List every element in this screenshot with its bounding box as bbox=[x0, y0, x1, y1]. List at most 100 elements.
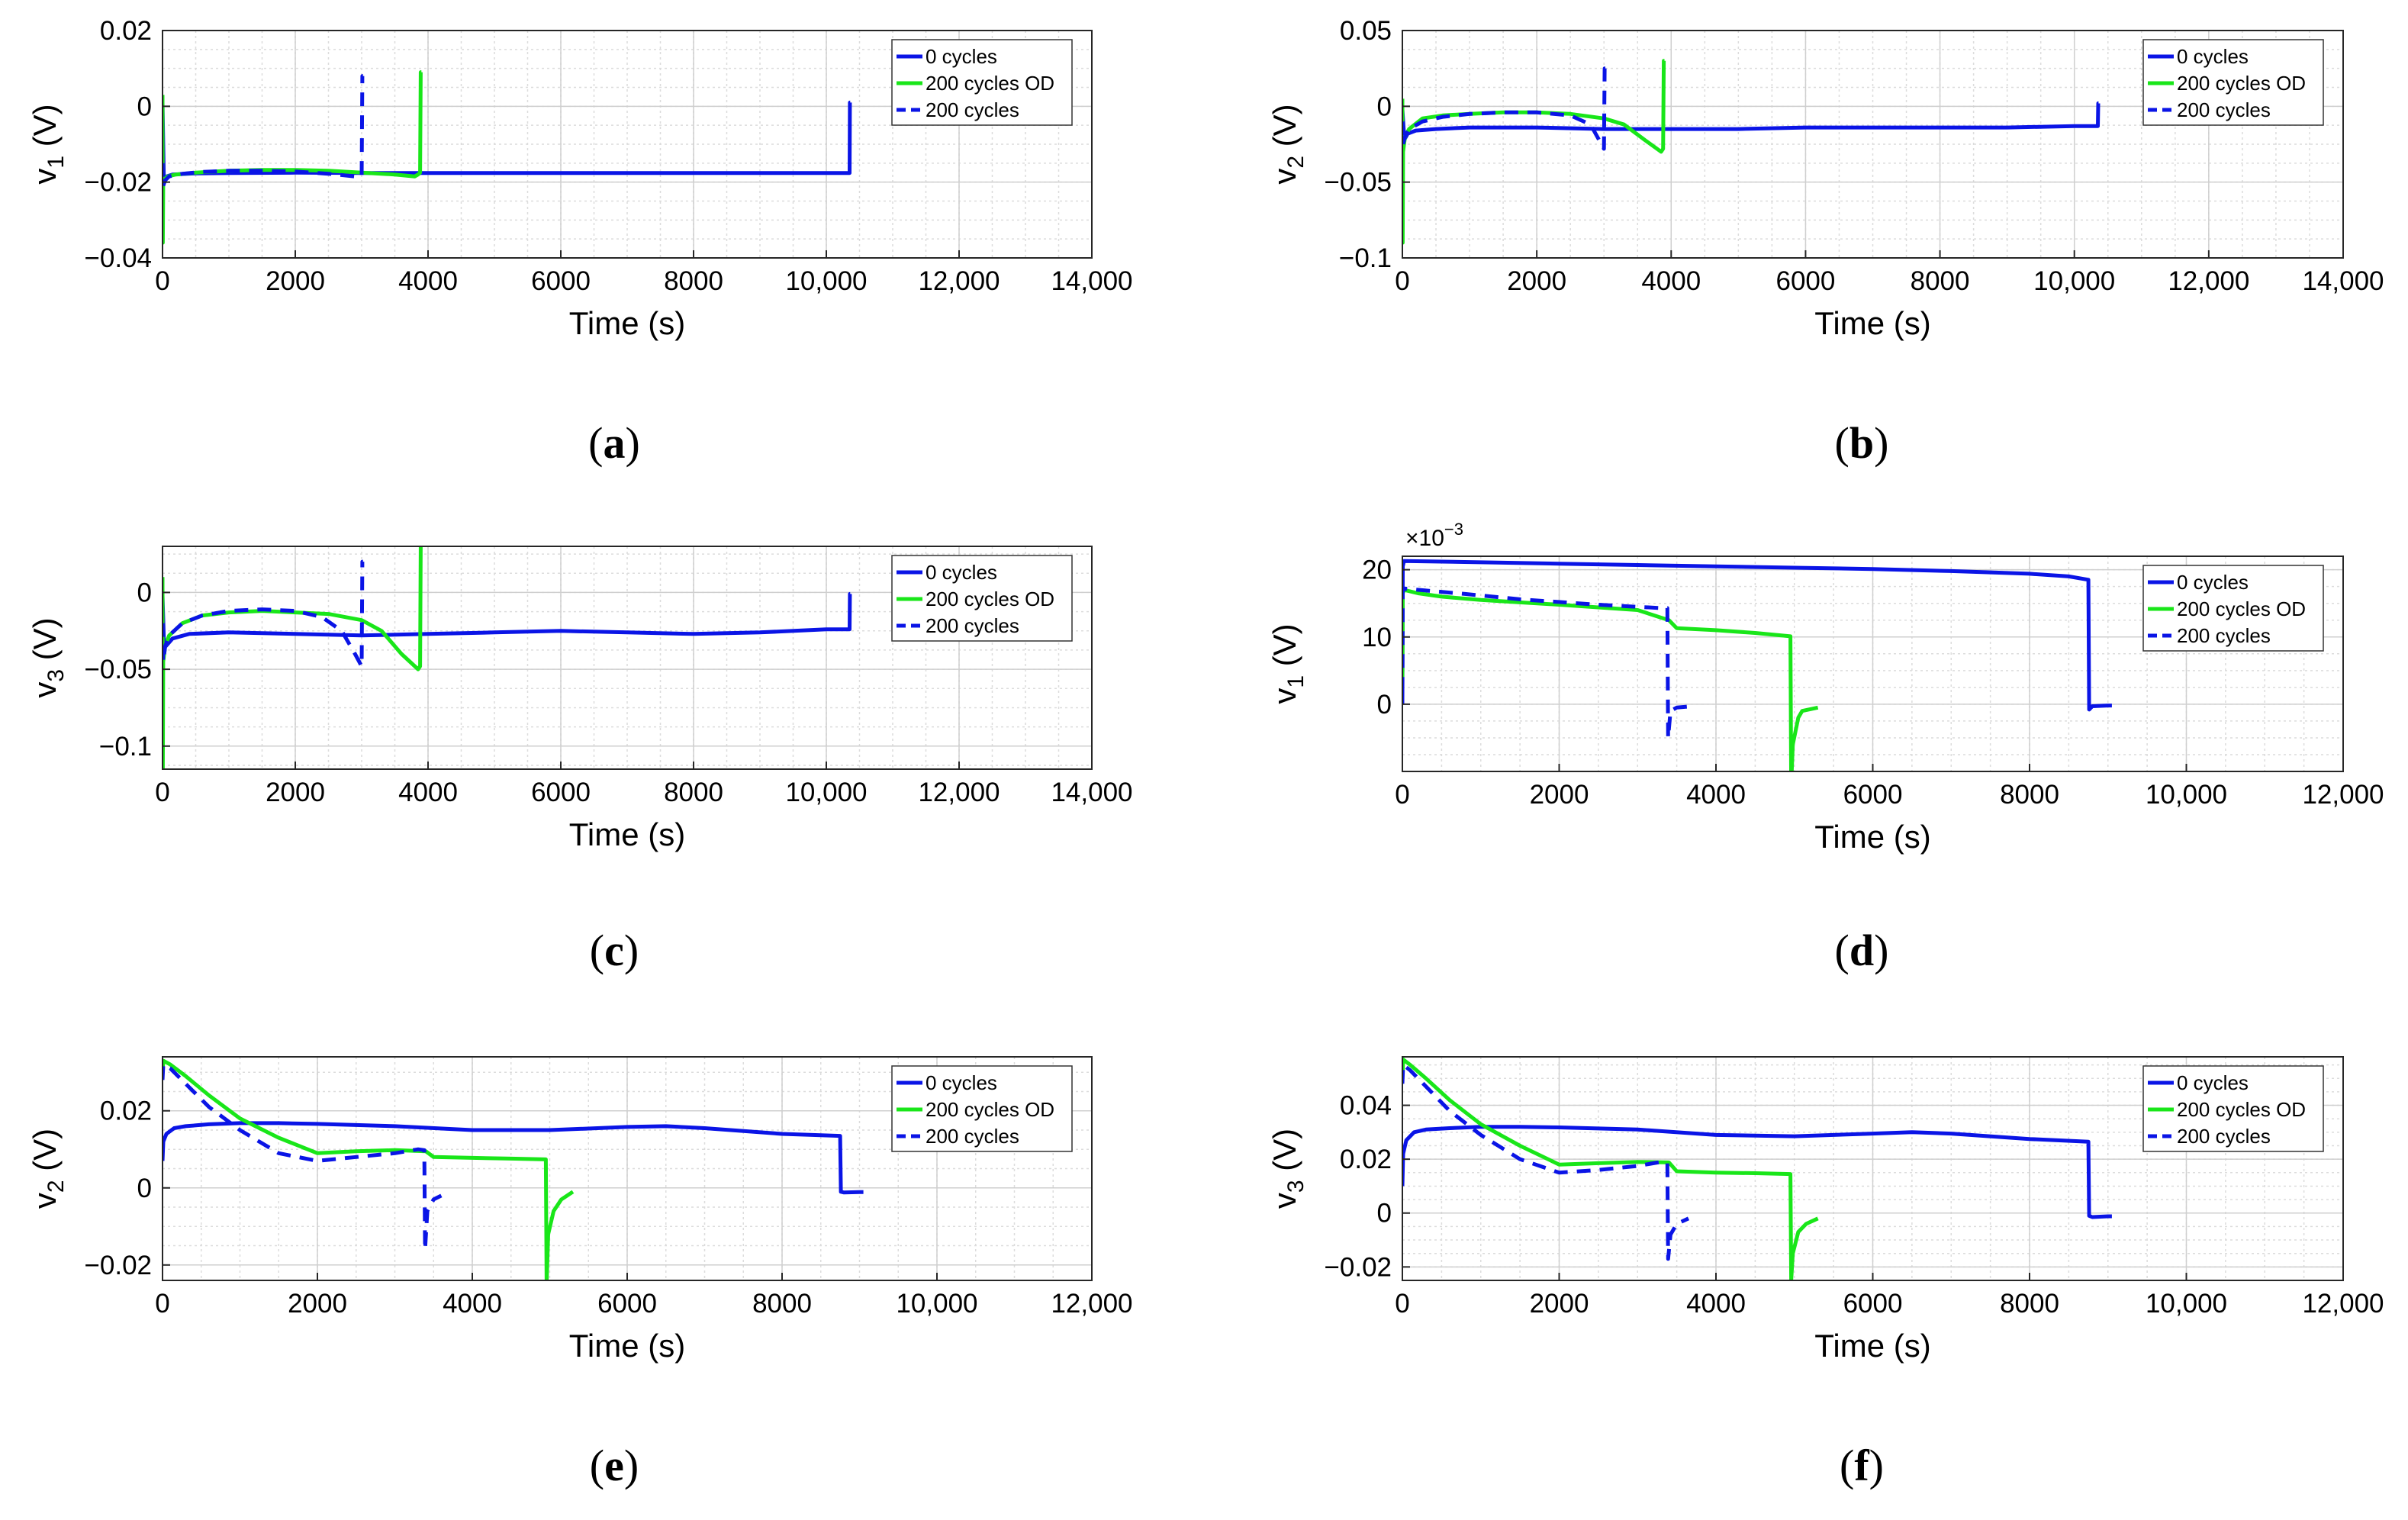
axes-box bbox=[162, 30, 1093, 259]
x-tick-label: 4000 bbox=[1641, 266, 1701, 296]
y-tick-label: 0.04 bbox=[1340, 1091, 1392, 1121]
x-tick-label: 12,000 bbox=[2302, 1289, 2384, 1319]
x-tick-label: 6000 bbox=[531, 266, 591, 296]
series-group bbox=[1402, 59, 2101, 245]
legend-entry: 200 cycles OD bbox=[926, 1098, 1054, 1121]
series-line-2 bbox=[1402, 588, 1819, 771]
panel-caption: (d) bbox=[1835, 926, 1889, 975]
x-axis-label: Time (s) bbox=[569, 1328, 685, 1364]
y-tick-label: −0.05 bbox=[1324, 168, 1392, 198]
legend-entry: 200 cycles bbox=[2177, 624, 2271, 647]
y-tick-label: −0.1 bbox=[1339, 243, 1392, 273]
legend-entry: 200 cycles OD bbox=[926, 588, 1054, 610]
x-tick-label: 10,000 bbox=[896, 1289, 977, 1319]
y-tick-label: 20 bbox=[1362, 556, 1392, 585]
y-axis-label: v2 (V) bbox=[1267, 104, 1309, 184]
x-tick-label: 10,000 bbox=[2146, 1289, 2227, 1319]
x-tick-label: 12,000 bbox=[2168, 266, 2249, 296]
panel-b: 0 2000 4000 6000 8000 10,000 12,000 14,000 −0.1 −… bbox=[1267, 16, 2384, 468]
series-line-1 bbox=[163, 591, 852, 649]
x-tick-label: 8000 bbox=[664, 266, 723, 296]
series-group bbox=[163, 1058, 864, 1280]
x-tick-label: 0 bbox=[1395, 1289, 1409, 1319]
y-tick-label: 0 bbox=[137, 92, 152, 121]
legend: 0 cycles 200 cycles OD 200 cycles bbox=[891, 555, 1073, 642]
y-tick-label: 0.05 bbox=[1340, 16, 1392, 46]
series-line-2 bbox=[163, 1058, 575, 1280]
x-tick-label: 6000 bbox=[531, 778, 591, 807]
legend-entry: 200 cycles bbox=[2177, 98, 2271, 121]
y-tick-label: 0 bbox=[1377, 92, 1392, 121]
x-tick-label: 4000 bbox=[1686, 780, 1746, 810]
panel-caption: (a) bbox=[588, 418, 640, 468]
x-tick-label: 8000 bbox=[2000, 780, 2059, 810]
x-tick-label: 8000 bbox=[664, 778, 723, 807]
x-tick-label: 14,000 bbox=[1051, 266, 1132, 296]
series-group bbox=[163, 70, 852, 245]
panel-e: 0 2000 4000 6000 8000 10,000 12,000−0.0200.02T… bbox=[27, 1056, 1133, 1490]
y-tick-label: −0.04 bbox=[84, 243, 152, 273]
x-tick-label: 0 bbox=[155, 266, 169, 296]
legend-entry: 200 cycles bbox=[926, 614, 1019, 637]
panel-caption: (e) bbox=[590, 1441, 639, 1490]
x-tick-label: 12,000 bbox=[1051, 1289, 1132, 1319]
axes-box bbox=[162, 546, 1093, 770]
y-axis-label: v1 (V) bbox=[27, 104, 69, 184]
panel-a: 0 2000 4000 6000 8000 10,000 12,000 14,000 −0.04… bbox=[27, 16, 1133, 468]
y-tick-label: 10 bbox=[1362, 623, 1392, 652]
x-tick-label: 14,000 bbox=[1051, 778, 1132, 807]
x-tick-label: 10,000 bbox=[2146, 780, 2227, 810]
legend-entry: 200 cycles OD bbox=[2177, 72, 2306, 95]
series-group bbox=[1402, 1058, 2112, 1280]
x-tick-label: 2000 bbox=[288, 1289, 347, 1319]
legend: 0 cycles 200 cycles OD 200 cycles bbox=[2142, 1065, 2324, 1152]
x-tick-label: 6000 bbox=[597, 1289, 657, 1319]
x-axis-label: Time (s) bbox=[1814, 305, 1930, 341]
y-tick-label: −0.1 bbox=[99, 732, 152, 762]
x-tick-label: 4000 bbox=[1686, 1289, 1746, 1319]
legend-entry: 0 cycles bbox=[926, 1071, 997, 1094]
x-tick-label: 10,000 bbox=[2033, 266, 2115, 296]
legend: 0 cycles 200 cycles OD 200 cycles bbox=[2142, 565, 2324, 652]
x-axis-label: Time (s) bbox=[1814, 819, 1930, 855]
y-tick-label: −0.05 bbox=[84, 655, 152, 684]
legend-entry: 200 cycles OD bbox=[2177, 597, 2306, 620]
y-tick-label: 0 bbox=[1377, 690, 1392, 720]
x-tick-label: 2000 bbox=[1507, 266, 1566, 296]
legend-entry: 0 cycles bbox=[2177, 1071, 2249, 1094]
y-tick-label: 0.02 bbox=[100, 16, 152, 46]
panel-caption: (b) bbox=[1835, 418, 1889, 468]
y-tick-label: −0.02 bbox=[84, 168, 152, 198]
x-tick-label: 8000 bbox=[2000, 1289, 2059, 1319]
legend-entry: 200 cycles OD bbox=[2177, 1098, 2306, 1121]
y-tick-label: 0 bbox=[1377, 1199, 1392, 1229]
x-tick-label: 0 bbox=[1395, 780, 1409, 810]
x-tick-label: 12,000 bbox=[2302, 780, 2384, 810]
y-tick-label: 0.02 bbox=[100, 1097, 152, 1126]
panel-caption: (c) bbox=[590, 926, 639, 975]
y-exponent-label: ×10−3 bbox=[1405, 520, 1463, 551]
panel-c: 0 2000 4000 6000 8000 10,000 12,000 14,000 −0.1 −… bbox=[27, 546, 1133, 975]
x-tick-label: 2000 bbox=[266, 778, 325, 807]
series-line-1 bbox=[163, 1121, 864, 1195]
y-tick-label: −0.02 bbox=[1324, 1252, 1392, 1282]
x-tick-label: 2000 bbox=[266, 266, 325, 296]
x-tick-label: 12,000 bbox=[918, 266, 1000, 296]
legend-entry: 0 cycles bbox=[2177, 571, 2249, 594]
series-line-1 bbox=[1402, 101, 2101, 142]
panel-f: 0 2000 4000 6000 8000 10,000 12,000−0.0200.020… bbox=[1267, 1056, 2384, 1490]
x-tick-label: 14,000 bbox=[2302, 266, 2384, 296]
legend-entry: 200 cycles bbox=[926, 98, 1019, 121]
x-axis-label: Time (s) bbox=[1814, 1328, 1930, 1364]
panel-d: 0 2000 4000 6000 8000 10,000 12,000 0 10 20 ×10−3 T… bbox=[1267, 520, 2384, 975]
x-tick-label: 6000 bbox=[1843, 1289, 1903, 1319]
legend-entry: 0 cycles bbox=[926, 45, 997, 68]
x-tick-label: 2000 bbox=[1530, 1289, 1589, 1319]
axes-box bbox=[1402, 30, 2344, 259]
x-tick-label: 6000 bbox=[1843, 780, 1903, 810]
series-line-3 bbox=[163, 1062, 443, 1252]
legend-entry: 200 cycles bbox=[926, 1125, 1019, 1148]
x-axis-label: Time (s) bbox=[569, 305, 685, 341]
y-axis-label: v2 (V) bbox=[27, 1129, 69, 1209]
